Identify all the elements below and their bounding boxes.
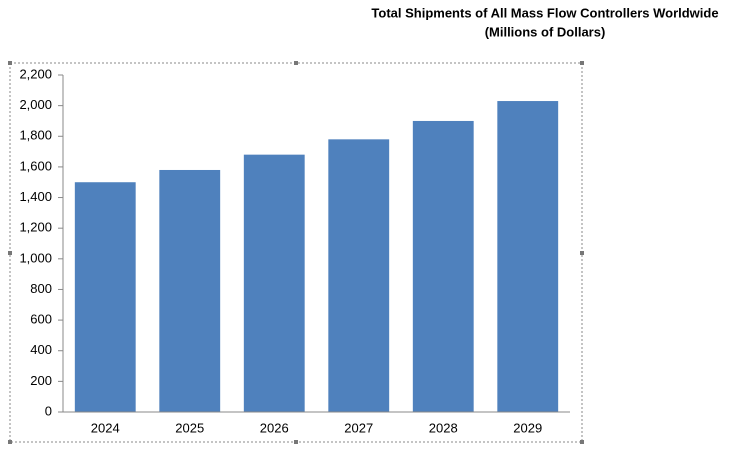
bar [243, 154, 305, 412]
y-tick-label: 1,200 [19, 220, 52, 235]
x-tick-label: 2026 [260, 420, 289, 435]
y-tick-label: 1,600 [19, 158, 52, 173]
y-tick-label: 0 [45, 403, 52, 418]
chart-title: Total Shipments of All Mass Flow Control… [371, 5, 718, 20]
bar [74, 182, 136, 412]
x-tick-label: 2029 [513, 420, 542, 435]
y-tick-label: 1,000 [19, 250, 52, 265]
chart-subtitle: (Millions of Dollars) [485, 24, 606, 39]
x-tick-label: 2028 [429, 420, 458, 435]
y-tick-label: 2,200 [19, 66, 52, 81]
bar [497, 101, 559, 413]
y-tick-label: 600 [30, 312, 52, 327]
x-tick-label: 2027 [344, 420, 373, 435]
y-tick-label: 400 [30, 342, 52, 357]
resize-handles [8, 61, 584, 444]
bar [412, 120, 474, 413]
x-tick-label: 2024 [91, 420, 120, 435]
bar [328, 139, 390, 412]
y-tick-label: 1,400 [19, 189, 52, 204]
y-tick-label: 2,000 [19, 97, 52, 112]
bar [159, 169, 221, 412]
y-tick-label: 1,800 [19, 128, 52, 143]
y-tick-label: 800 [30, 281, 52, 296]
x-tick-label: 2025 [175, 420, 204, 435]
y-tick-label: 200 [30, 373, 52, 388]
